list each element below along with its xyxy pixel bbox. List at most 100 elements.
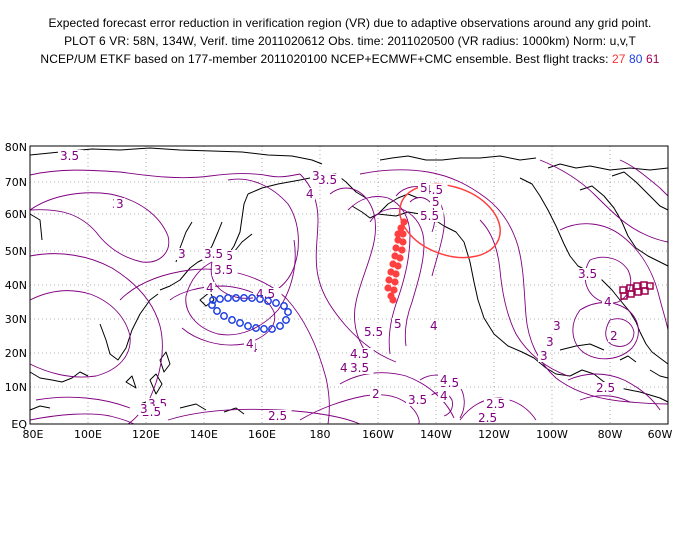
contour-label-background	[310, 170, 322, 182]
track-61-point	[633, 282, 641, 290]
track-27-point	[385, 276, 393, 284]
contour-label: 4	[440, 389, 448, 403]
contour-label-background	[438, 374, 450, 386]
lon-label: 120E	[132, 428, 160, 441]
lon-label: 180	[310, 428, 331, 441]
contour-label-background	[428, 320, 440, 332]
contour-label-background	[576, 268, 602, 280]
track-80-point	[260, 325, 268, 333]
plot-title-line-2: PLOT 6 VR: 58N, 134W, Verif. time 201102…	[64, 34, 636, 48]
contour-label-background	[370, 388, 382, 400]
lon-label: 160W	[362, 428, 394, 441]
contour-label: 2	[372, 387, 380, 401]
flight-track-61	[619, 281, 654, 300]
verification-region-circle	[399, 183, 501, 259]
contour-label-background	[594, 382, 620, 394]
lon-label: 100E	[74, 428, 102, 441]
track-80-point	[220, 312, 228, 320]
track-80-point	[284, 308, 292, 316]
contour-label: 3	[540, 349, 548, 363]
track-61-label: 61	[646, 52, 660, 66]
track-80-point	[282, 316, 290, 324]
track-61-point	[619, 286, 627, 294]
contour-label: 4.5	[350, 347, 369, 361]
track-27-point	[392, 270, 400, 278]
contour-label-background	[608, 330, 620, 342]
contour-label-background	[438, 390, 450, 402]
contour-label-background	[362, 326, 388, 338]
contour-label: 3	[312, 169, 320, 183]
contour-label-background	[392, 318, 404, 330]
contour-label: 2.5	[478, 411, 497, 425]
track-80-label: 80	[629, 52, 643, 66]
track-27-point	[389, 296, 397, 304]
longitude-axis: 80E 100E 120E 140E 160E 180 160W 140W 12…	[23, 428, 673, 441]
contour-label-background	[544, 336, 556, 348]
lat-label: 80N	[5, 141, 27, 154]
contour-label: 3.5	[204, 247, 223, 261]
contour-label-background	[338, 362, 350, 374]
lon-label: 140W	[420, 428, 452, 441]
contour-label-background	[484, 398, 510, 410]
track-80-point	[268, 325, 276, 333]
contour-label: 3.5	[350, 361, 369, 375]
track-27-label: 27	[612, 52, 626, 66]
contour-label-background	[348, 348, 374, 360]
track-27-point	[398, 246, 406, 254]
contour-label-background	[418, 210, 444, 222]
contour-label-background	[254, 288, 280, 300]
contour-label-background	[176, 248, 188, 260]
contour-label: 3	[546, 335, 554, 349]
track-27-point	[400, 218, 408, 226]
lon-label: 80E	[23, 428, 44, 441]
contour-label: 4	[340, 361, 348, 375]
track-27-point	[399, 238, 407, 246]
track-27-point	[384, 284, 392, 292]
track-80-point	[272, 299, 280, 307]
latitude-axis: 80N 70N 60N 50N 40N 30N 20N 10N EQ	[5, 141, 28, 431]
track-61-point	[620, 292, 628, 300]
contour-label: 3	[116, 197, 124, 211]
contour-label: 3.5	[408, 393, 427, 407]
contour-label-background	[316, 174, 342, 186]
lon-label: 60W	[648, 428, 673, 441]
track-80-point	[256, 295, 264, 303]
flight-track-80	[208, 294, 292, 333]
track-27-point	[394, 262, 402, 270]
contour-label-background	[138, 403, 150, 415]
track-27-point	[390, 286, 398, 294]
track-27-point	[399, 230, 407, 238]
contour-label-background	[418, 182, 430, 194]
contour-label-background	[348, 362, 374, 374]
contour-label: 5	[394, 317, 402, 331]
error-reduction-contours	[29, 159, 669, 425]
contour-label: 2.5	[486, 397, 505, 411]
track-27-point	[392, 244, 400, 252]
track-80-point	[213, 307, 221, 315]
lon-label: 80W	[598, 428, 623, 441]
lon-label: 100W	[536, 428, 568, 441]
track-61-point	[627, 290, 635, 298]
contour-label-background	[551, 320, 563, 332]
lon-label: 140E	[190, 428, 218, 441]
flight-track-27	[384, 218, 408, 304]
contour-label-background	[212, 264, 238, 276]
contour-label-background	[476, 412, 502, 424]
contour-label-background	[202, 248, 228, 260]
map-frame	[29, 145, 669, 425]
contour-label: 2	[610, 329, 618, 343]
contour-label-background	[114, 198, 126, 210]
contour-label: 4	[430, 319, 438, 333]
contour-label: 3	[178, 247, 186, 261]
lat-label: 50N	[5, 245, 27, 258]
track-80-point	[224, 294, 232, 302]
track-80-point	[280, 302, 288, 310]
track-80-point	[244, 322, 252, 330]
track-80-point	[264, 297, 272, 305]
contour-label-background	[538, 350, 550, 362]
lat-label: 10N	[5, 381, 27, 394]
track-27-point	[397, 224, 405, 232]
contour-label: 3	[140, 402, 148, 416]
contour-label: 4	[440, 373, 448, 387]
